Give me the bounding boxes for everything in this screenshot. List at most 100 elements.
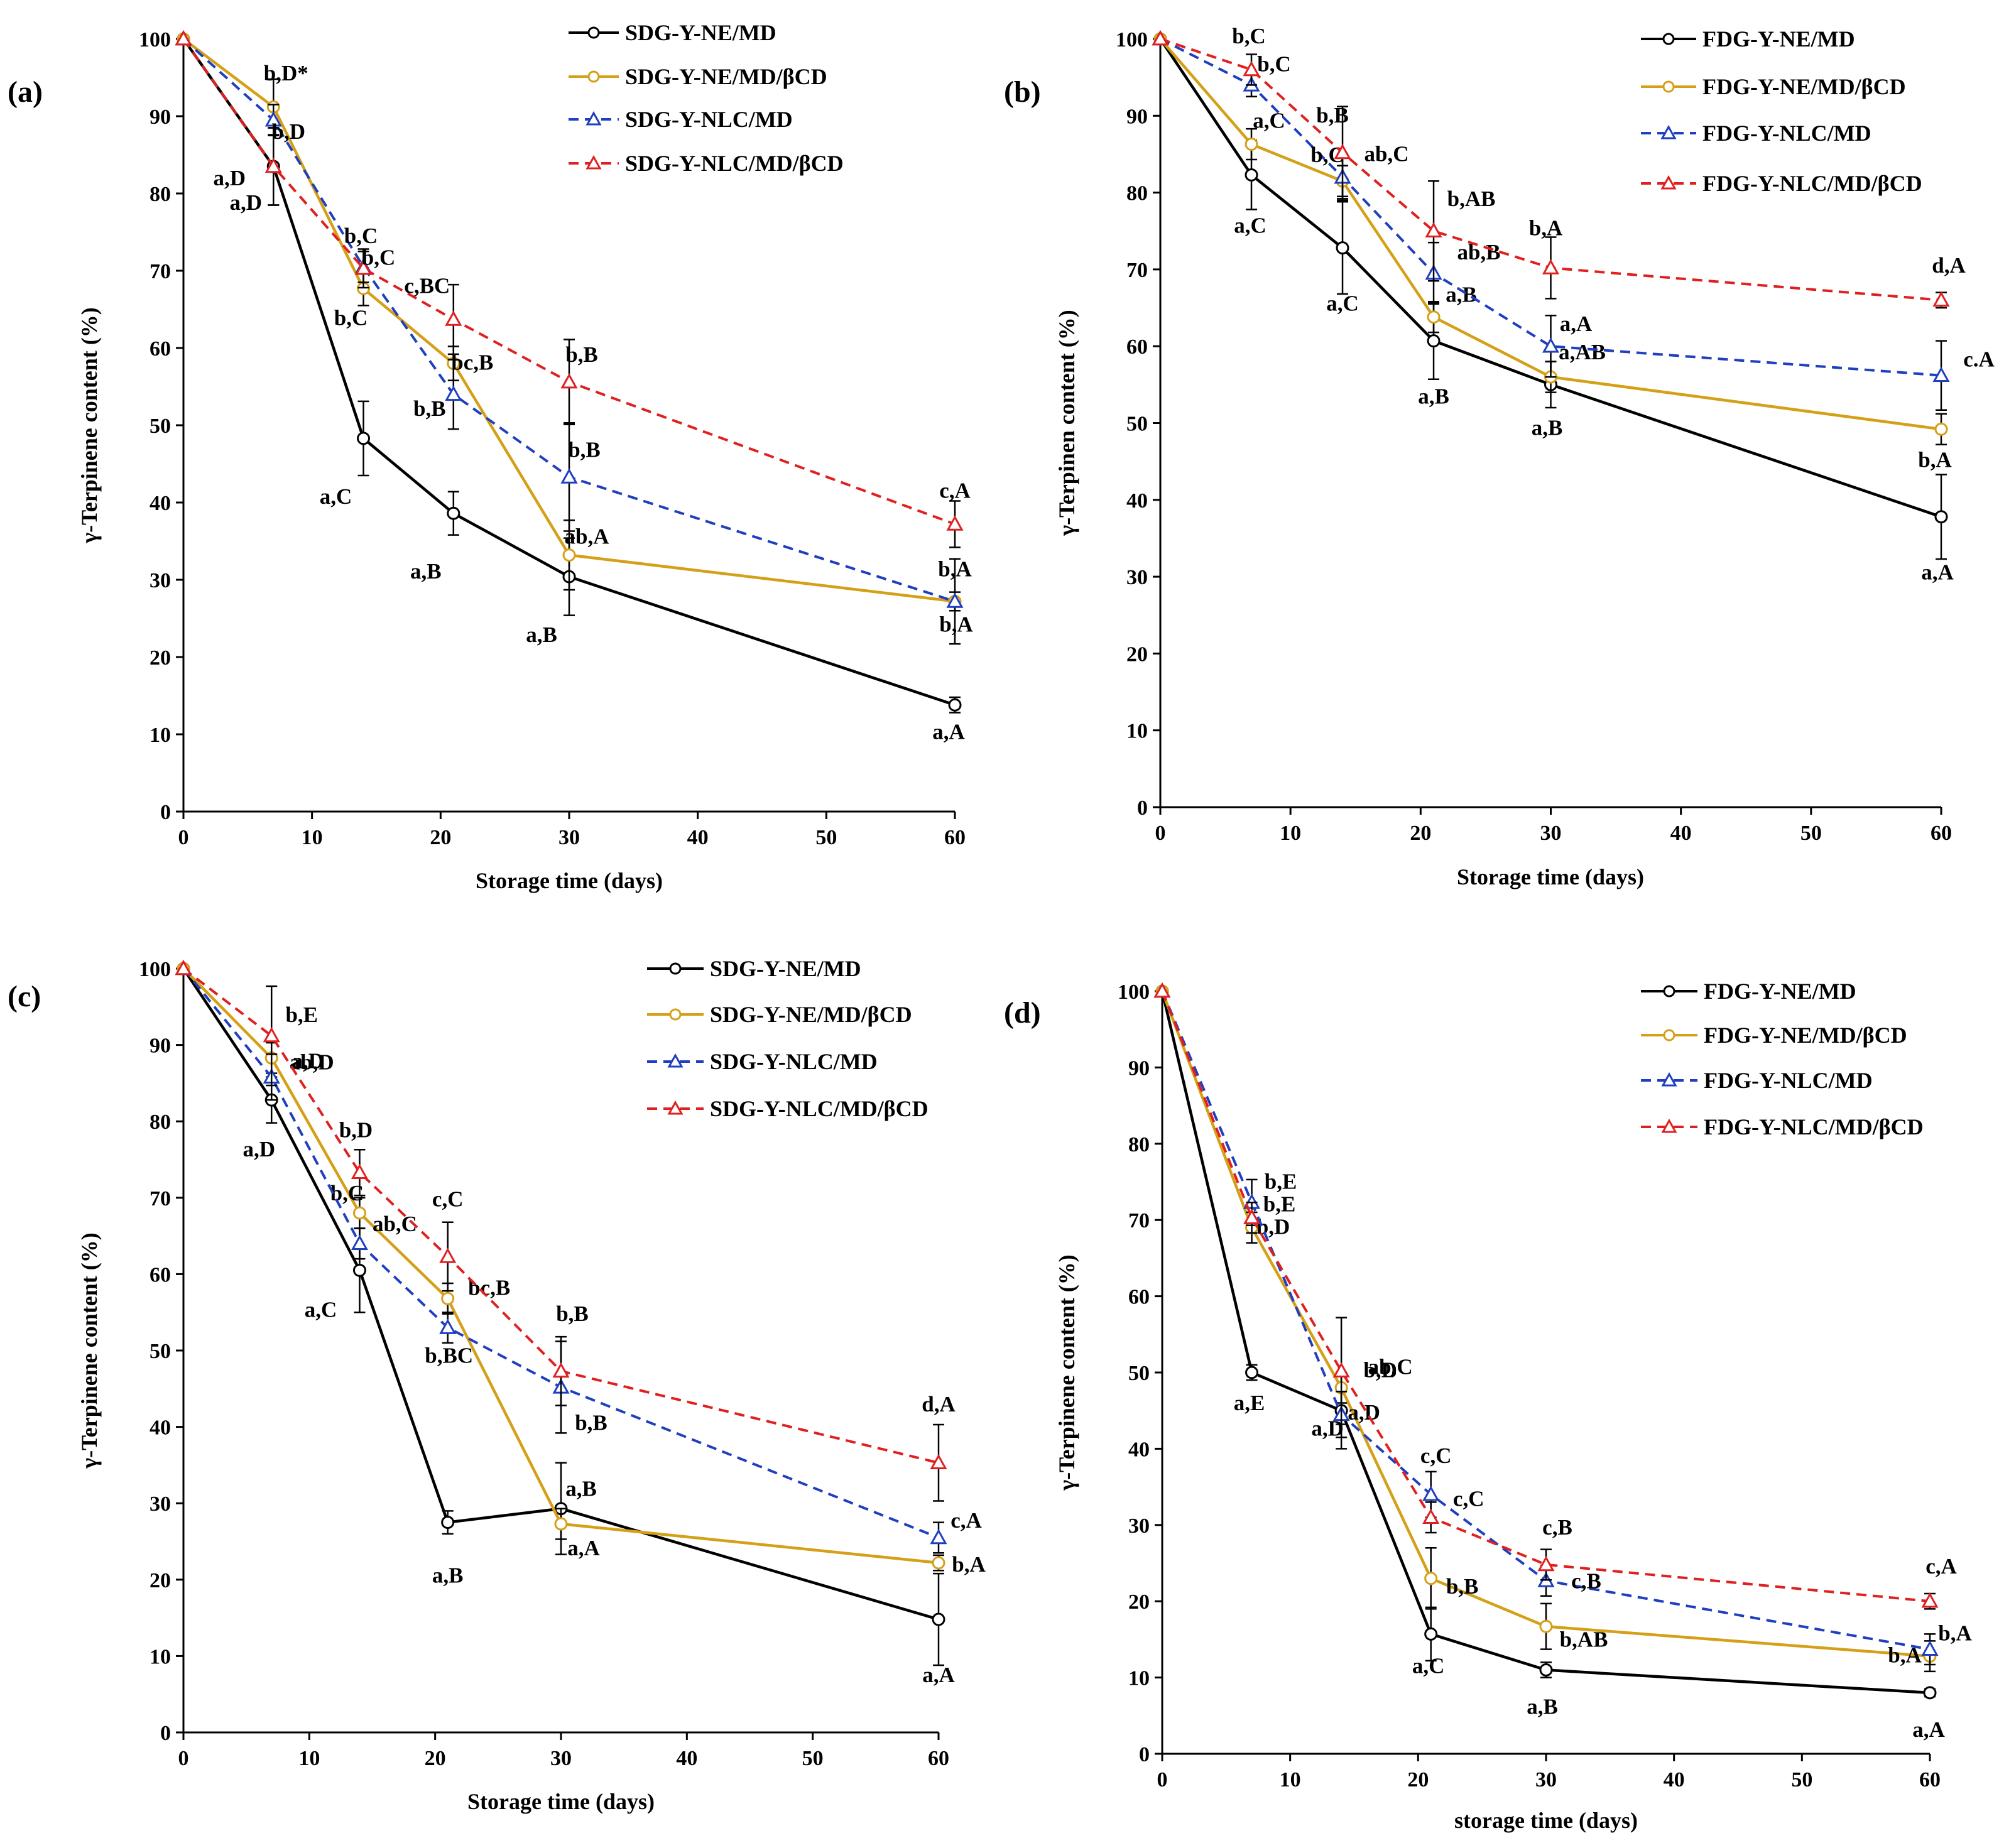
panel-label: (d) — [1004, 996, 1041, 1030]
series-line — [1160, 991, 1931, 1695]
data-point — [351, 1163, 369, 1179]
data-label: a,B — [1446, 283, 1477, 307]
x-tick-label: 10 — [1280, 822, 1301, 845]
legend-marker — [1662, 80, 1675, 93]
data-point — [1425, 222, 1442, 238]
data-point — [1424, 1627, 1438, 1641]
data-label: a,C — [1253, 109, 1285, 133]
legend-marker — [587, 26, 600, 39]
x-tick-label: 20 — [430, 826, 451, 849]
series-3: b,E b,D c,C b,B d,A — [175, 959, 956, 1502]
y-tick-label: 70 — [150, 1187, 171, 1210]
y-tick-label: 0 — [160, 801, 171, 824]
data-point — [1539, 1619, 1553, 1633]
data-point — [1152, 30, 1169, 46]
y-tick-label: 60 — [1128, 1286, 1150, 1309]
data-label: c,A — [950, 1508, 982, 1533]
series-2: b,E a,D c,C c,B b,A — [1153, 982, 1972, 1666]
data-point — [1427, 334, 1441, 348]
y-tick-label: 30 — [150, 1492, 171, 1516]
y-tick-label: 80 — [150, 183, 171, 206]
data-label: b,A — [939, 612, 973, 636]
data-point — [1542, 259, 1560, 274]
y-tick-label: 20 — [1128, 1590, 1150, 1614]
data-label: b,B — [413, 396, 446, 421]
data-point — [930, 1528, 947, 1545]
data-point — [351, 1234, 369, 1251]
data-label: b,B — [575, 1410, 607, 1435]
y-tick-label: 10 — [1128, 1667, 1150, 1690]
data-label: a,C — [1326, 291, 1359, 316]
y-tick-label: 30 — [1128, 1514, 1150, 1538]
legend-label: FDG-Y-NLC/MD — [1702, 121, 1871, 146]
data-point — [1245, 138, 1258, 151]
data-label: b,E — [1265, 1169, 1297, 1193]
data-label: a,B — [1532, 415, 1563, 440]
panel-label: (c) — [8, 980, 41, 1013]
x-tick-label: 40 — [687, 826, 709, 849]
data-point — [1932, 291, 1950, 307]
legend: SDG-Y-NE/MD SDG-Y-NE/MD/βCD SDG-Y-NLC/MD SD… — [569, 20, 844, 176]
legend-label: FDG-Y-NLC/MD/βCD — [1702, 171, 1922, 196]
panel-label: (b) — [1004, 75, 1041, 109]
data-label: ab,C — [373, 1212, 417, 1236]
y-tick-label: 70 — [150, 260, 171, 283]
data-label: a,A — [922, 1663, 955, 1687]
series-line — [182, 38, 956, 603]
legend-label: FDG-Y-NE/MD/βCD — [1702, 74, 1906, 99]
data-label: a,C — [305, 1297, 337, 1322]
data-point — [354, 259, 373, 275]
data-point — [560, 373, 578, 389]
series-line — [1160, 991, 1931, 1658]
y-tick-label: 90 — [1128, 1057, 1150, 1080]
x-tick-label: 30 — [558, 826, 580, 849]
x-tick-label: 60 — [944, 826, 966, 849]
data-point — [1422, 1508, 1440, 1524]
data-point — [175, 30, 192, 46]
legend-label: SDG-Y-NE/MD/βCD — [625, 64, 827, 89]
series-0: a,E a,D a,C a,B a,A — [1155, 984, 1945, 1742]
y-tick-label: 10 — [150, 724, 171, 747]
x-tick-label: 50 — [815, 826, 837, 849]
data-point — [1422, 1486, 1440, 1501]
x-tick-label: 0 — [178, 826, 189, 849]
data-label: b,BC — [425, 1344, 473, 1368]
y-tick-label: 40 — [1126, 489, 1148, 513]
x-tick-label: 60 — [928, 1747, 949, 1770]
legend-label: FDG-Y-NLC/MD/βCD — [1704, 1114, 1924, 1139]
data-point — [1334, 143, 1351, 160]
series-line — [1160, 38, 1942, 302]
x-tick-label: 0 — [1157, 1768, 1168, 1791]
data-point — [1537, 1555, 1555, 1572]
y-tick-label: 50 — [1128, 1362, 1150, 1385]
series-line — [1161, 991, 1931, 1651]
x-tick-label: 0 — [1155, 822, 1166, 845]
data-point — [1245, 1366, 1259, 1379]
data-label: c,B — [1571, 1568, 1601, 1593]
series-line — [182, 967, 939, 1464]
data-point — [1243, 1209, 1261, 1224]
y-tick-label: 90 — [1126, 105, 1148, 128]
legend-marker — [1661, 1072, 1677, 1087]
x-tick-label: 50 — [1800, 822, 1822, 845]
data-point — [1427, 310, 1441, 324]
series-3: b,C b,B b,AB b,A d,A — [1152, 24, 1966, 309]
data-label: b,B — [1446, 1574, 1479, 1599]
y-tick-label: 100 — [139, 958, 171, 981]
legend-marker — [1662, 33, 1675, 45]
data-label: a,A — [1921, 560, 1954, 585]
data-point — [1245, 168, 1258, 182]
data-point — [263, 1026, 280, 1043]
x-tick-label: 40 — [1664, 1768, 1685, 1791]
data-label: b,A — [952, 1552, 986, 1577]
data-point — [264, 111, 282, 127]
data-point — [1332, 1362, 1350, 1378]
series-line — [182, 38, 956, 526]
x-tick-label: 10 — [1280, 1768, 1301, 1791]
data-point — [441, 1516, 455, 1530]
y-tick-label: 30 — [150, 569, 171, 592]
y-tick-label: 70 — [1128, 1209, 1150, 1232]
legend-label: SDG-Y-NE/MD — [710, 956, 861, 981]
legend-marker — [1660, 124, 1677, 139]
data-label: a,A — [932, 719, 965, 744]
